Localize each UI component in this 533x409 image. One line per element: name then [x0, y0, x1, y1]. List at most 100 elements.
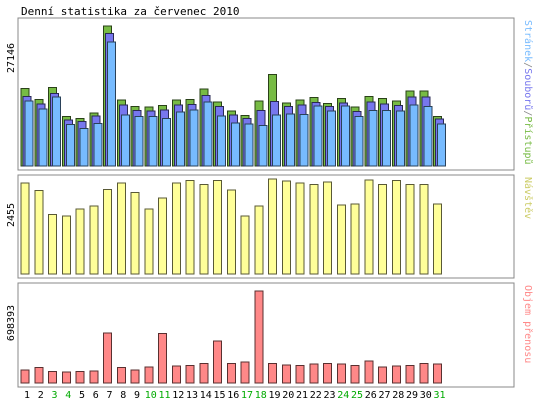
- legend-entry: Přístupů: [522, 116, 533, 164]
- bar: [93, 123, 103, 167]
- bar: [24, 100, 34, 167]
- bar: [199, 183, 209, 275]
- bar: [61, 215, 71, 275]
- bar: [185, 180, 195, 275]
- x-tick-label: 11: [158, 390, 170, 401]
- legend-traffic: Stránek/Souborů/Přístupů: [522, 20, 533, 165]
- x-tick-label: 6: [93, 390, 99, 401]
- bar: [391, 365, 401, 384]
- bar: [323, 181, 332, 275]
- bar: [419, 363, 429, 384]
- bar: [350, 364, 360, 384]
- bar: [52, 96, 61, 167]
- bar: [254, 290, 264, 384]
- x-tick-label: 17: [241, 390, 253, 401]
- x-tick-label: 1: [24, 390, 30, 401]
- bar: [48, 213, 57, 275]
- x-tick-label: 22: [310, 390, 322, 401]
- y-max-label: 698393: [6, 305, 17, 341]
- bar: [171, 365, 181, 384]
- bar: [144, 366, 154, 384]
- panel-frame: [17, 174, 515, 279]
- x-tick-label: 7: [106, 390, 112, 401]
- x-tick-label: 8: [120, 390, 126, 401]
- legend-entry: Stránek: [522, 20, 533, 62]
- bar: [295, 182, 305, 275]
- bar: [364, 179, 374, 275]
- bar: [313, 105, 323, 167]
- bar: [38, 108, 48, 167]
- legend-entry: /: [522, 62, 533, 68]
- bar: [323, 363, 332, 384]
- bar: [340, 105, 350, 167]
- bar: [107, 41, 116, 167]
- bar: [419, 183, 429, 275]
- bar: [336, 363, 346, 384]
- bar: [75, 370, 85, 384]
- bar: [89, 205, 99, 275]
- bar: [120, 114, 130, 167]
- bar: [240, 215, 250, 275]
- bar: [272, 114, 281, 167]
- bar: [144, 208, 154, 275]
- x-tick-label: 12: [172, 390, 184, 401]
- bar: [309, 183, 319, 275]
- bar: [130, 191, 140, 275]
- x-tick-label: 24: [337, 390, 349, 401]
- legend-entry: Návštěv: [522, 177, 533, 219]
- bar: [395, 110, 405, 167]
- x-tick-label: 18: [255, 390, 267, 401]
- bar: [350, 203, 360, 275]
- legend-entry: /: [522, 110, 533, 116]
- bar: [34, 366, 44, 384]
- panel-traffic: 27146 Stránek/Souborů/Přístupů: [6, 17, 533, 171]
- bar: [254, 205, 264, 275]
- bar: [433, 203, 442, 275]
- series-stránek: [24, 41, 446, 167]
- bar: [148, 115, 158, 167]
- legend-visits: Návštěv: [522, 177, 533, 219]
- x-tick-label: 25: [351, 390, 363, 401]
- bar: [336, 204, 346, 275]
- bar: [309, 363, 319, 384]
- bar: [189, 109, 199, 167]
- bar: [226, 363, 236, 384]
- bar: [213, 180, 222, 275]
- bar: [281, 364, 291, 384]
- x-tick-label: 5: [79, 390, 85, 401]
- y-max-label: 27146: [6, 43, 17, 73]
- bar: [162, 118, 171, 167]
- x-tick-label: 15: [213, 390, 225, 401]
- bar: [295, 364, 305, 384]
- bar: [134, 115, 144, 167]
- bar: [89, 370, 99, 384]
- bar: [437, 123, 446, 167]
- bar: [354, 115, 364, 167]
- x-axis-labels: 1 2 3 4 5 6 7 8 9 10 11 12 13 14 15 16 17 18 19 20 21 22 23 24 2…: [24, 390, 446, 401]
- legend-entry: Objem přenosu: [522, 285, 533, 363]
- x-tick-label: 21: [296, 390, 308, 401]
- bar: [79, 127, 89, 167]
- bar: [268, 363, 277, 384]
- bar: [130, 369, 140, 384]
- panel-frame: [17, 282, 515, 388]
- chart-title: Denní statistika za červenec 2010: [21, 5, 240, 18]
- x-tick-label: 4: [65, 390, 71, 401]
- bar: [217, 115, 226, 167]
- bar: [285, 113, 295, 167]
- bar: [171, 182, 181, 275]
- x-tick-label: 26: [365, 390, 377, 401]
- x-tick-label: 3: [51, 390, 57, 401]
- bar: [382, 109, 391, 167]
- bar: [240, 361, 250, 384]
- bar: [226, 189, 236, 275]
- x-tick-label: 9: [134, 390, 140, 401]
- bar: [75, 208, 85, 275]
- x-tick-label: 16: [227, 390, 239, 401]
- bar: [230, 122, 240, 167]
- bar: [61, 371, 71, 384]
- bar: [20, 182, 30, 275]
- x-tick-label: 28: [392, 390, 404, 401]
